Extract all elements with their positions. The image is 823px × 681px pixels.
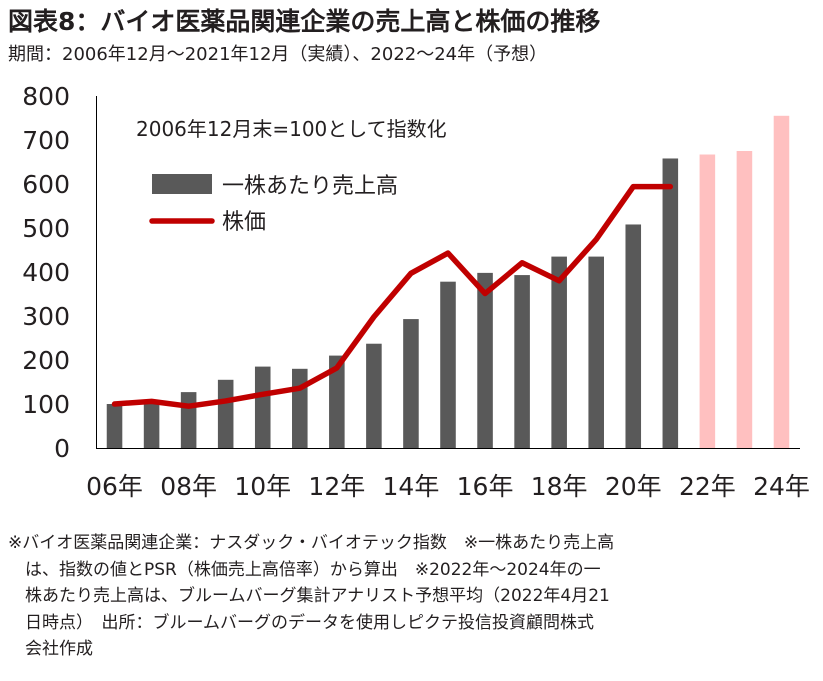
x-tick-label: 14年 — [383, 472, 440, 501]
bar-series — [106, 115, 790, 449]
footnote-line: 株あたり売上高は、ブルームバーグ集計アナリスト予想平均（2022年4月21 — [8, 586, 610, 606]
y-tick-label: 200 — [22, 346, 70, 375]
bar-12年 — [329, 355, 345, 448]
x-tick-label: 18年 — [531, 472, 588, 501]
y-tick-label: 300 — [22, 302, 70, 331]
y-tick-label: 100 — [22, 390, 70, 419]
x-tick-label: 10年 — [234, 472, 291, 501]
x-tick-label: 16年 — [457, 472, 514, 501]
bar-22年 — [699, 154, 716, 448]
price-line — [111, 183, 674, 409]
bar-08年 — [180, 392, 197, 448]
y-tick-label: 500 — [22, 214, 70, 243]
x-tick-label: 08年 — [160, 472, 217, 501]
bar-20年 — [625, 224, 642, 448]
footnote-line: ※バイオ医薬品関連企業：ナスダック・バイオテック指数 ※一株あたり売上高 — [8, 533, 615, 553]
chart-title: 図表8：バイオ医薬品関連企業の売上高と株価の推移 — [8, 7, 601, 36]
bar-21年 — [662, 158, 679, 449]
x-tick-label: 06年 — [86, 472, 143, 501]
y-tick-label: 400 — [22, 258, 70, 287]
bar-16年 — [477, 272, 493, 448]
bar-07年 — [143, 401, 160, 448]
chart: 0 100 200 300 400 500 600 700 800 06年 08年 10年 12年 14… — [22, 82, 810, 501]
footnote-line: は、指数の値とPSR（株価売上高倍率）から算出 ※2022年～2024年の一 — [8, 559, 601, 580]
legend-swatch-sales — [152, 174, 212, 194]
bar-09年 — [217, 379, 234, 448]
chart-annotation: 2006年12月末=100として指数化 — [136, 117, 447, 141]
bar-18年 — [551, 256, 567, 448]
bar-15年 — [440, 281, 456, 448]
y-tick-label: 700 — [22, 126, 70, 155]
legend-label-sales: 一株あたり売上高 — [222, 174, 398, 199]
bar-14年 — [403, 319, 419, 448]
bar-13年 — [366, 343, 382, 448]
bar-11年 — [292, 368, 308, 448]
x-tick-label: 12年 — [308, 472, 365, 501]
footnote-line: 日時点） 出所：ブルームバーグのデータを使用しピクテ投信投資顧問株式 — [8, 612, 594, 633]
bar-19年 — [588, 256, 604, 448]
footnote-line: 会社作成 — [8, 639, 93, 659]
y-tick-label: 0 — [54, 434, 70, 463]
x-tick-label: 22年 — [679, 472, 736, 501]
footnote: ※バイオ医薬品関連企業：ナスダック・バイオテック指数 ※一株あたり売上高 は、指… — [8, 530, 820, 663]
chart-subtitle: 期間：2006年12月～2021年12月（実績）、2022～24年（予想） — [8, 44, 548, 65]
x-tick-label: 20年 — [605, 472, 662, 501]
y-axis-labels: 0 100 200 300 400 500 600 700 800 — [22, 82, 70, 463]
x-tick-label: 24年 — [753, 472, 810, 501]
bar-24年 — [773, 115, 790, 449]
y-tick-label: 600 — [22, 170, 70, 199]
legend-label-price: 株価 — [222, 210, 266, 235]
bar-17年 — [514, 275, 530, 448]
bar-23年 — [736, 151, 753, 448]
y-tick-label: 800 — [22, 82, 70, 111]
x-axis-labels: 06年 08年 10年 12年 14年 16年 18年 20年 22年 24年 — [86, 472, 810, 501]
bar-06年 — [106, 404, 123, 448]
bar-10年 — [254, 366, 271, 448]
legend: 一株あたり売上高 株価 — [149, 174, 398, 235]
